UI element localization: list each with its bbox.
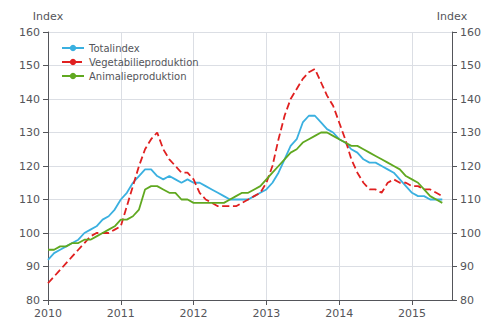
svg-text:130: 130 xyxy=(460,126,481,139)
svg-text:110: 110 xyxy=(460,193,481,206)
svg-text:140: 140 xyxy=(460,93,481,106)
svg-text:Totalindex: Totalindex xyxy=(88,43,140,54)
svg-text:100: 100 xyxy=(19,227,40,240)
svg-text:90: 90 xyxy=(26,260,40,273)
svg-text:140: 140 xyxy=(19,93,40,106)
svg-text:2011: 2011 xyxy=(107,307,135,320)
svg-text:150: 150 xyxy=(460,59,481,72)
svg-text:80: 80 xyxy=(460,294,474,307)
svg-text:130: 130 xyxy=(19,126,40,139)
svg-text:Vegetabilieproduktion: Vegetabilieproduktion xyxy=(89,57,199,68)
svg-text:110: 110 xyxy=(19,193,40,206)
svg-text:2014: 2014 xyxy=(325,307,353,320)
svg-text:80: 80 xyxy=(26,294,40,307)
svg-text:100: 100 xyxy=(460,227,481,240)
svg-text:160: 160 xyxy=(19,26,40,39)
svg-text:Animalieproduktion: Animalieproduktion xyxy=(89,71,187,82)
svg-text:120: 120 xyxy=(460,160,481,173)
svg-text:Index: Index xyxy=(437,10,468,23)
svg-text:2013: 2013 xyxy=(252,307,280,320)
svg-text:2010: 2010 xyxy=(34,307,62,320)
svg-text:160: 160 xyxy=(460,26,481,39)
svg-text:2012: 2012 xyxy=(180,307,208,320)
svg-text:120: 120 xyxy=(19,160,40,173)
svg-text:2015: 2015 xyxy=(398,307,426,320)
svg-text:Index: Index xyxy=(33,10,64,23)
svg-text:90: 90 xyxy=(460,260,474,273)
svg-text:150: 150 xyxy=(19,59,40,72)
